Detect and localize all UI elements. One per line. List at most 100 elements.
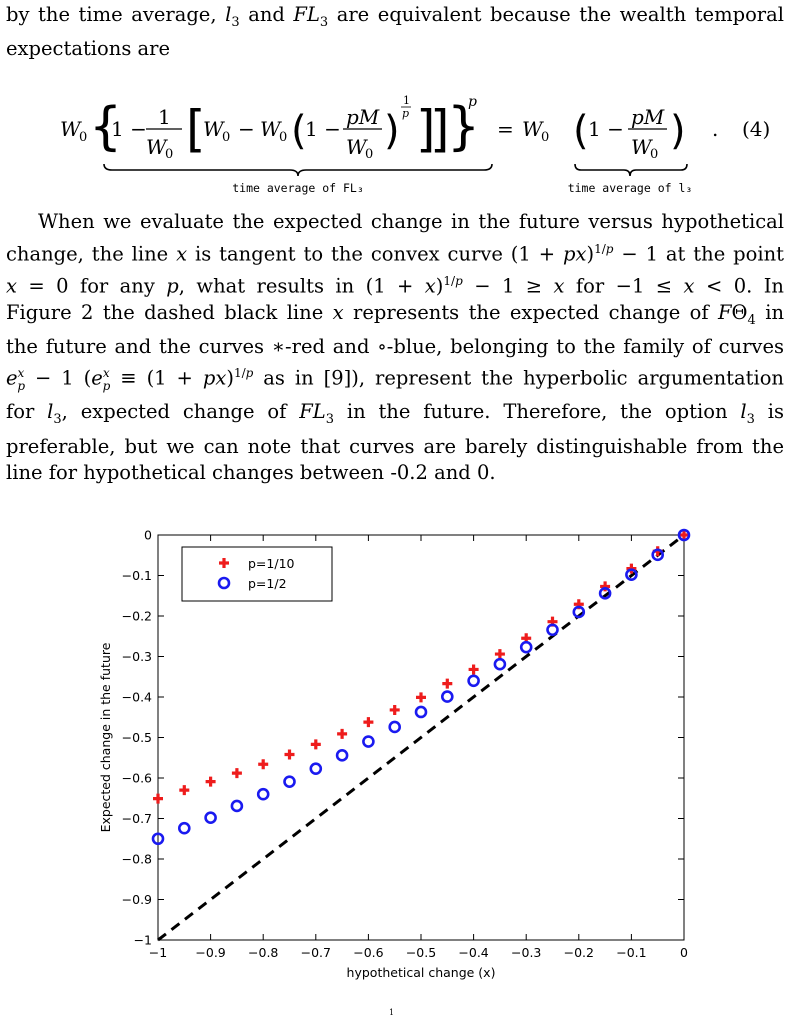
x-tick-label: −0.8 xyxy=(248,945,278,960)
eq-term: W xyxy=(146,135,168,159)
eq-term: 0 xyxy=(222,130,230,145)
paragraph-intro: by the time average, l3 and FL3 are equi… xyxy=(6,2,784,63)
y-tick-label: −0.2 xyxy=(122,609,152,624)
data-point-p-1-10 xyxy=(258,759,269,770)
data-point-p-1-2 xyxy=(651,548,665,562)
eq-term: = xyxy=(497,117,514,141)
eq-term: W xyxy=(631,135,653,159)
underbrace-left xyxy=(103,163,493,177)
data-point-p-1-2 xyxy=(625,568,638,581)
eq-term: − xyxy=(238,117,255,141)
data-point-p-1-2 xyxy=(493,657,507,671)
eq-term: pM xyxy=(631,105,665,129)
data-point-p-1-2 xyxy=(677,528,691,542)
eq-term: W xyxy=(203,117,225,141)
underbrace-right-label: time average of l₃ xyxy=(568,181,693,195)
legend-marker-p-1-10 xyxy=(219,558,229,568)
data-point-p-1-2 xyxy=(309,762,323,775)
eq-paren: ) xyxy=(670,108,686,154)
x-tick-label: −0.7 xyxy=(301,945,331,960)
eq-term: W xyxy=(260,117,282,141)
data-point-p-1-10 xyxy=(389,704,400,715)
data-point-p-1-10 xyxy=(153,793,163,804)
eq-term: 1 xyxy=(403,94,410,107)
eq-bracket: [ xyxy=(186,100,206,158)
text-line: line for hypothetical changes between -0… xyxy=(6,461,496,485)
data-point-p-1-10 xyxy=(600,581,611,592)
eq-paren: ) xyxy=(384,108,400,154)
data-point-p-1-2 xyxy=(335,749,349,762)
data-point-p-1-10 xyxy=(679,530,689,540)
data-point-p-1-2 xyxy=(414,705,428,719)
data-point-p-1-10 xyxy=(442,678,453,689)
eq-term: 1 xyxy=(158,105,171,129)
text-line: When we evaluate the expected change in … xyxy=(38,210,784,233)
eq-term: W xyxy=(522,117,544,141)
eq-term: p xyxy=(402,107,409,120)
page-number: 1 xyxy=(389,1008,395,1017)
data-point-p-1-10 xyxy=(310,739,321,750)
legend-label: p=1/10 xyxy=(248,556,295,571)
data-point-p-1-10 xyxy=(205,776,216,787)
equation-number: (4) xyxy=(742,117,770,141)
eq-bracket: ] xyxy=(416,100,436,158)
data-point-p-1-2 xyxy=(546,623,559,637)
data-point-p-1-2 xyxy=(467,674,480,688)
data-point-p-1-10 xyxy=(416,692,426,703)
data-point-p-1-2 xyxy=(572,605,586,619)
underbrace-right xyxy=(574,163,688,177)
text-line: x = 0 for any p, what results in (1 + x)… xyxy=(6,273,784,298)
x-tick-label: −1 xyxy=(149,945,167,960)
x-tick-label: −0.3 xyxy=(511,945,541,960)
eq-term: 1 − xyxy=(111,117,147,141)
eq-term: . xyxy=(712,117,718,141)
text-line: the future and the curves ∗-red and ∘-bl… xyxy=(6,334,784,358)
data-point-p-1-2 xyxy=(362,735,375,748)
y-tick-label: −0.6 xyxy=(122,771,152,786)
text-line: Figure 2 the dashed black line x represe… xyxy=(6,300,785,328)
y-tick-label: 0 xyxy=(144,528,152,543)
legend-box xyxy=(181,546,333,602)
y-tick-label: −1 xyxy=(134,933,152,948)
eq-term: 1 − xyxy=(588,117,624,141)
x-tick-label: −0.1 xyxy=(616,945,646,960)
y-tick-label: −0.4 xyxy=(122,690,152,705)
x-tick-label: −0.9 xyxy=(195,945,225,960)
equation-4: W 0 { 1 − 1 W 0 [ W 0 − W 0 ( 1 − pM W 0… xyxy=(60,94,770,195)
text-line: change, the line x is tangent to the con… xyxy=(6,241,784,266)
data-point-p-1-2 xyxy=(151,832,165,846)
x-tick-label: −0.4 xyxy=(458,945,488,960)
y-tick-label: −0.8 xyxy=(122,852,152,867)
y-tick-label: −0.5 xyxy=(122,730,152,745)
y-tick-label: −0.3 xyxy=(122,649,152,664)
eq-term: pM xyxy=(346,105,380,129)
x-axis-label: hypothetical change (x) xyxy=(347,965,496,980)
x-tick-label: −0.2 xyxy=(564,945,594,960)
data-point-p-1-10 xyxy=(284,749,295,760)
eq-paren: ( xyxy=(291,108,307,154)
x-tick-label: −0.5 xyxy=(406,945,436,960)
data-point-p-1-2 xyxy=(256,787,270,801)
text-line: expectations are xyxy=(6,37,171,61)
data-point-p-1-2 xyxy=(388,720,402,734)
x-tick-label: 0 xyxy=(680,945,688,960)
data-point-p-1-2 xyxy=(230,799,244,813)
data-point-p-1-10 xyxy=(494,649,505,660)
data-point-p-1-10 xyxy=(231,768,242,779)
underbrace-left-label: time average of FL₃ xyxy=(232,181,364,195)
data-point-p-1-10 xyxy=(363,717,374,728)
data-point-p-1-10 xyxy=(468,664,479,675)
data-point-p-1-2 xyxy=(440,690,454,703)
eq-term: 1 − xyxy=(305,117,341,141)
eq-paren: ( xyxy=(573,108,589,154)
eq-term: p xyxy=(468,94,477,110)
y-tick-label: −0.9 xyxy=(122,892,152,907)
eq-term: 0 xyxy=(165,147,173,162)
eq-brace-close: } xyxy=(447,97,480,157)
eq-term: 0 xyxy=(365,147,373,162)
eq-brace-open: { xyxy=(89,97,122,157)
eq-term: 0 xyxy=(650,147,658,162)
legend-label: p=1/2 xyxy=(248,576,287,591)
data-point-p-1-10 xyxy=(179,785,190,796)
eq-bracket: ] xyxy=(430,100,450,158)
